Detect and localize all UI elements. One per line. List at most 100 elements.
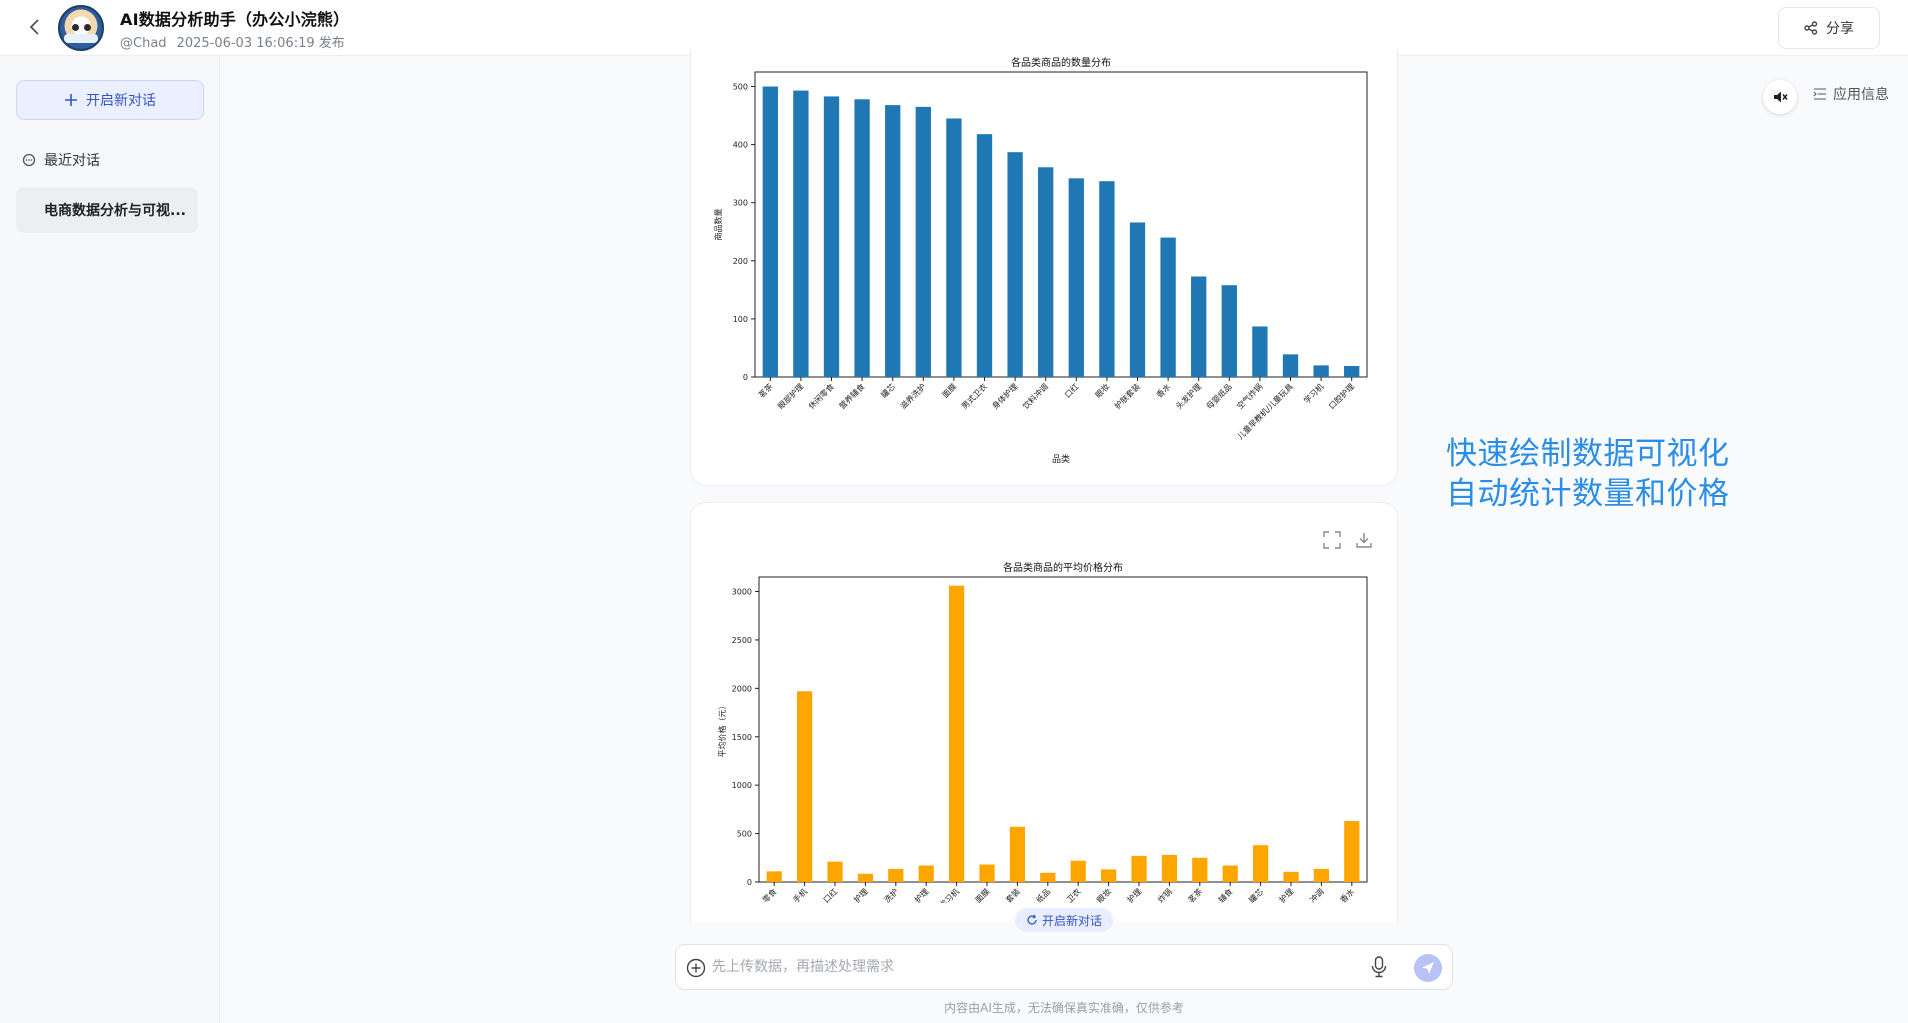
x-tick-label: 护理: [1277, 886, 1295, 903]
x-tick-label: 口腔护理: [1326, 381, 1356, 411]
x-tick-label: 饮料冲调: [1020, 381, 1050, 411]
annotation-line-1: 快速绘制数据可视化: [1446, 436, 1730, 472]
microphone-icon[interactable]: [1371, 956, 1387, 978]
app-info-label: 应用信息: [1833, 87, 1889, 103]
bar: [1040, 872, 1056, 882]
publish-time: 2025-06-03 16:06:19 发布: [176, 36, 345, 51]
x-tick-label: 护理: [851, 886, 869, 903]
bar: [1344, 821, 1360, 882]
y-tick-label: 0: [747, 878, 752, 887]
bar: [1009, 826, 1025, 882]
top-bar: AI数据分析助手（办公小浣熊） @Chad 2025-06-03 16:06:19…: [0, 0, 1908, 56]
send-icon: [1422, 962, 1434, 974]
bar: [1313, 868, 1329, 882]
bar: [827, 861, 843, 882]
back-button[interactable]: [24, 16, 46, 38]
bar: [976, 134, 993, 377]
new-chat-button[interactable]: 开启新对话: [16, 80, 204, 120]
y-tick-label: 2500: [732, 636, 752, 645]
share-icon: [1804, 21, 1818, 35]
quantity-bar-chart: 各品类商品的数量分布 0 100 200 300 400 500 茗茶 眼部护理 休闲零食 营养辅食…: [713, 56, 1368, 465]
conversation-item[interactable]: 电商数据分析与可视...: [16, 187, 198, 233]
x-tick-label: 洗护: [882, 886, 900, 903]
bar: [949, 585, 965, 882]
bar: [1222, 865, 1238, 882]
x-tick-label: 护肤套装: [1112, 381, 1142, 411]
share-button[interactable]: 分享: [1778, 7, 1880, 49]
x-axis-label: 品类: [1052, 453, 1070, 465]
plus-icon: [65, 94, 77, 106]
y-tick-label: 1500: [732, 733, 752, 742]
new-chat-chip-label: 开启新对话: [1041, 913, 1102, 928]
chart-card-quantity: 各品类商品的数量分布 0 100 200 300 400 500 茗茶 眼部护理 休闲零食 营养辅食…: [690, 48, 1398, 486]
bar: [854, 99, 870, 378]
bar: [1252, 326, 1268, 377]
y-tick-label: 200: [733, 257, 748, 266]
y-tick-label: 2000: [732, 684, 752, 693]
bar: [1038, 167, 1054, 377]
bar: [1283, 871, 1299, 882]
bar: [1160, 237, 1176, 377]
plot-frame: [754, 71, 1368, 378]
bar: [1131, 855, 1147, 882]
bar: [1070, 860, 1086, 882]
x-tick-label: 茗茶: [756, 381, 774, 399]
x-tick-label: 儿童早教机/儿童玩具: [1235, 381, 1295, 441]
x-tick-label: 护理: [912, 886, 930, 903]
bar: [857, 873, 873, 882]
refresh-icon: [1027, 914, 1037, 925]
chevron-left-icon: [29, 19, 39, 35]
author-link[interactable]: @Chad: [120, 36, 167, 51]
y-tick-label: 500: [737, 830, 752, 839]
bar: [885, 105, 901, 377]
bar: [918, 865, 934, 882]
new-chat-chip[interactable]: 开启新对话: [1015, 908, 1113, 932]
x-tick-label: 男式卫衣: [959, 381, 989, 411]
bar: [793, 90, 809, 377]
chat-icon: [22, 153, 36, 167]
x-tick-label: 学习机: [937, 886, 961, 903]
y-axis-label: 商品数量: [713, 209, 723, 241]
recent-conversations-header: 最近对话: [22, 150, 100, 170]
y-tick-label: 400: [733, 141, 748, 150]
x-tick-label: 面膜: [940, 381, 958, 399]
x-tick-label: 套装: [1003, 886, 1021, 903]
sidebar: 开启新对话 最近对话 电商数据分析与可视...: [0, 56, 220, 1023]
bar: [946, 118, 962, 377]
x-tick-label: 零食: [760, 886, 778, 903]
bar: [888, 868, 904, 882]
x-tick-label: 母婴纸品: [1204, 381, 1234, 411]
x-tick-label: 护理: [1125, 886, 1143, 903]
x-tick-label: 纸品: [1034, 886, 1052, 903]
new-chat-label: 开启新对话: [86, 93, 156, 109]
y-axis-label: 平均价格（元）: [717, 702, 727, 758]
price-bar-chart: 各品类商品的平均价格分布 0 500 1000 1500 2000 2500 3000 零食 手机…: [717, 561, 1368, 903]
x-tick-label: 眼妆: [1093, 381, 1111, 399]
annotation-line-2: 自动统计数量和价格: [1446, 476, 1730, 512]
message-input[interactable]: [712, 955, 1352, 979]
bar: [797, 691, 813, 882]
plus-circle-icon[interactable]: [686, 958, 706, 978]
y-tick-label: 300: [733, 199, 748, 208]
x-tick-label: 学习机: [1301, 381, 1325, 405]
bar: [766, 871, 782, 882]
send-button[interactable]: [1414, 954, 1442, 982]
recent-label: 最近对话: [44, 153, 100, 169]
x-tick-label: 罐芯: [1247, 886, 1265, 903]
bar: [1101, 869, 1117, 882]
ai-disclaimer: 内容由AI生成，无法确保真实准确，仅供参考: [944, 1001, 1184, 1015]
expand-icon[interactable]: [1323, 531, 1341, 549]
x-tick-label: 香水: [1154, 381, 1172, 399]
bar: [915, 106, 931, 377]
page-title: AI数据分析助手（办公小浣熊）: [120, 10, 350, 29]
bar: [1192, 857, 1208, 882]
message-composer: [675, 944, 1453, 990]
app-info-button[interactable]: 应用信息: [1813, 84, 1889, 104]
y-tick-label: 500: [733, 83, 748, 92]
x-tick-label: 休闲零食: [806, 381, 836, 411]
download-icon[interactable]: [1355, 531, 1373, 549]
bar: [823, 96, 840, 378]
bar: [1313, 365, 1329, 377]
mute-button[interactable]: [1763, 80, 1797, 114]
chart-title: 各品类商品的平均价格分布: [1003, 561, 1123, 574]
